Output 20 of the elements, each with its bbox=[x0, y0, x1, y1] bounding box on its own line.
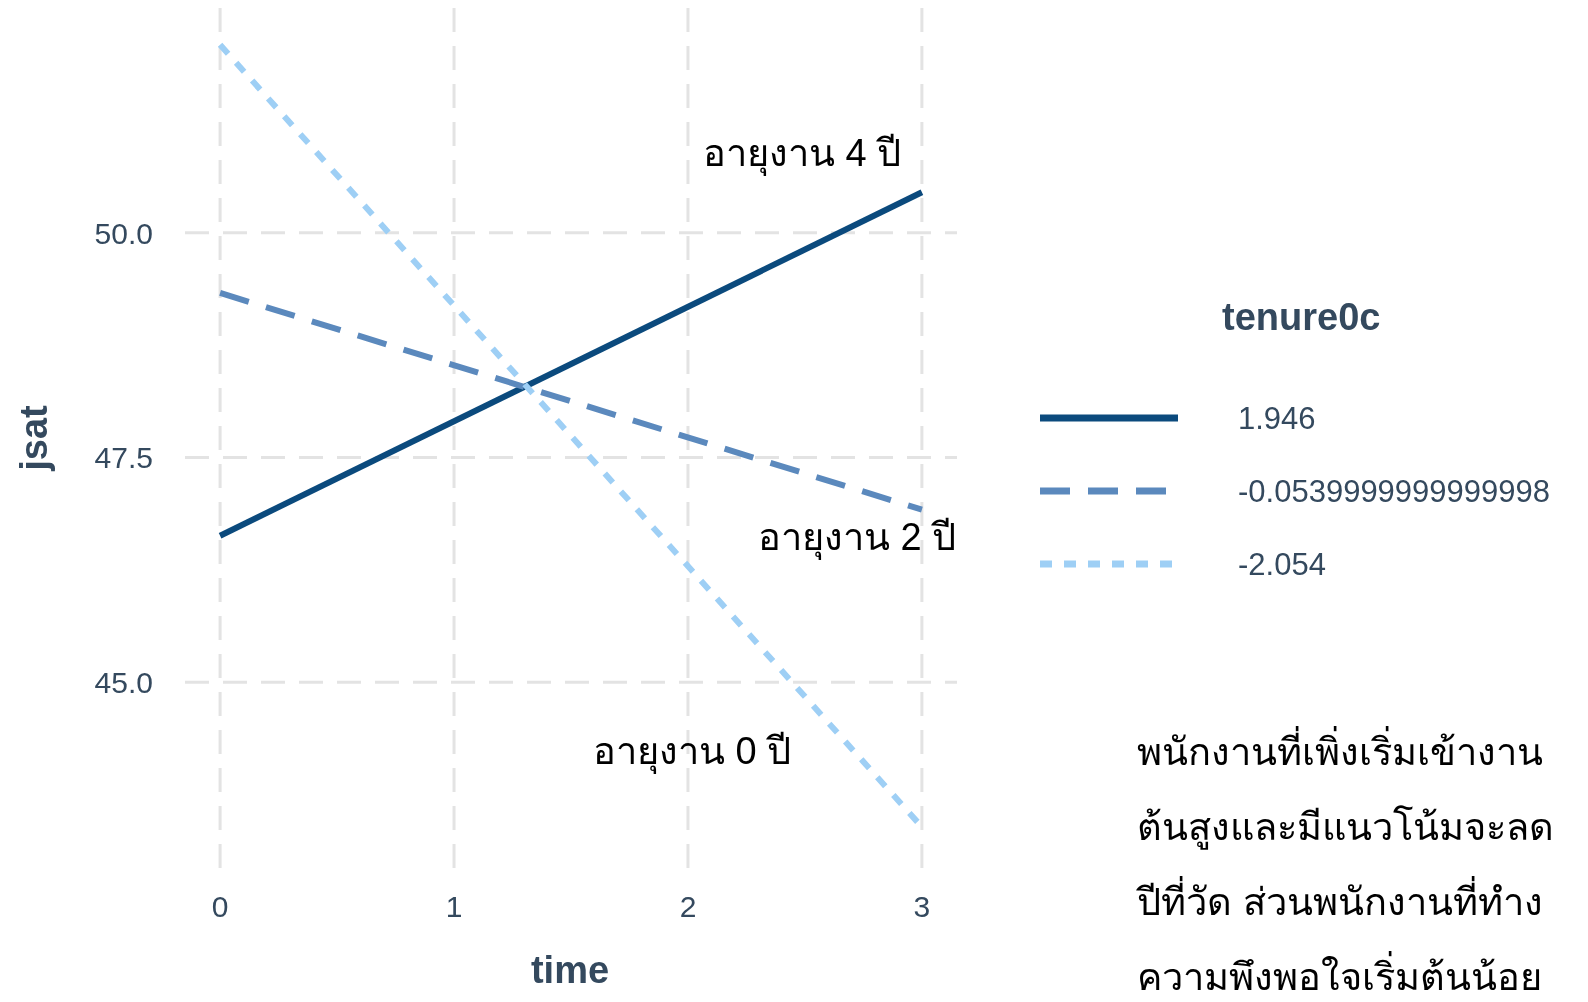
annotation: อายุงาน 2 ปี bbox=[757, 516, 957, 560]
text: ต้นสูงและมีแนวโน้มจะลด bbox=[1137, 805, 1554, 850]
legend-label: 1.946 bbox=[1238, 401, 1316, 436]
legend-title: tenure0c bbox=[1222, 296, 1381, 338]
annotation: อายุงาน 0 ปี bbox=[592, 730, 792, 774]
x-tick-label: 0 bbox=[211, 890, 229, 923]
x-tick-label: 2 bbox=[679, 890, 697, 923]
y-tick-label: 50.0 bbox=[94, 216, 153, 250]
y-tick-label: 47.5 bbox=[94, 441, 153, 475]
legend-label: -0.0539999999999998 bbox=[1238, 474, 1551, 509]
annotation: อายุงาน 4 ปี bbox=[702, 132, 902, 176]
text: ปีที่วัด ส่วนพนักงานที่ทำง bbox=[1136, 876, 1543, 923]
text: พนักงานที่เพิ่งเริ่มเข้างาน bbox=[1137, 726, 1543, 773]
text: ความพึงพอใจเริ่มต้นน้อย bbox=[1137, 951, 1542, 998]
legend-label: -2.054 bbox=[1238, 547, 1326, 582]
x-tick-label: 1 bbox=[445, 890, 463, 923]
y-axis-title: jsat bbox=[13, 404, 55, 472]
x-tick-label: 3 bbox=[913, 890, 931, 923]
y-tick-label: 45.0 bbox=[94, 666, 153, 700]
x-axis-title: time bbox=[530, 949, 610, 991]
